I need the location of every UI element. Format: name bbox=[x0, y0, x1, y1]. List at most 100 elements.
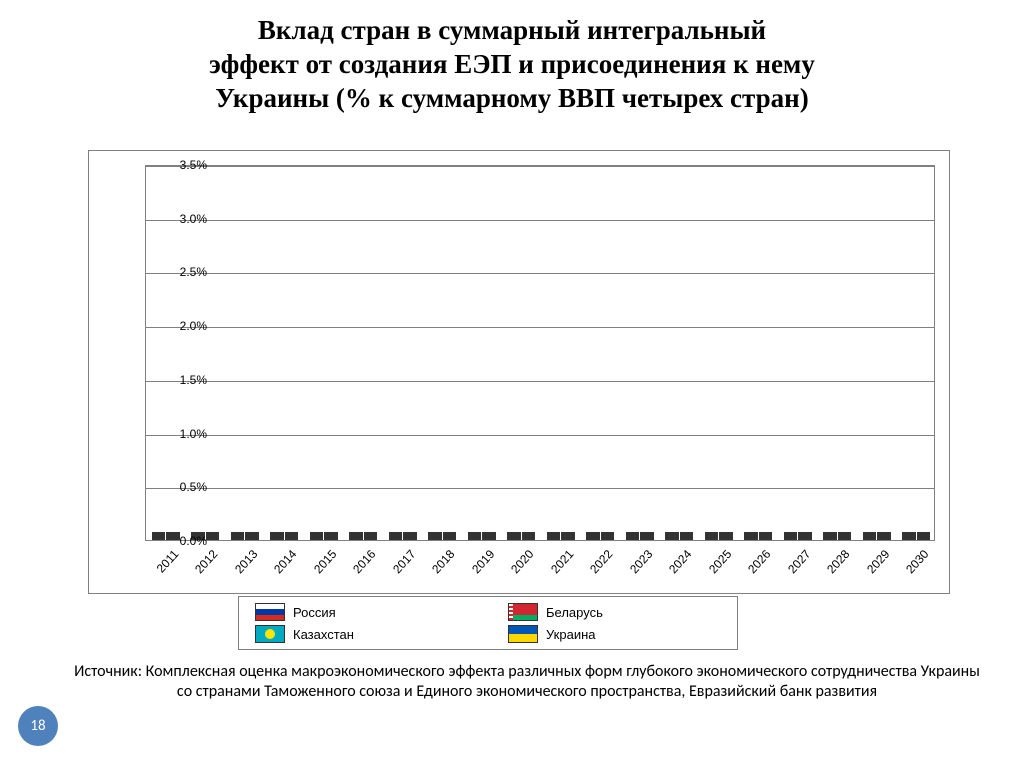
x-tick-label: 2026 bbox=[730, 547, 774, 594]
bar-left bbox=[389, 532, 403, 540]
title-line-1: Вклад стран в суммарный интегральный bbox=[40, 14, 984, 48]
bar-stack-russia bbox=[468, 538, 482, 540]
bar-left bbox=[547, 532, 561, 540]
bar-stack-russia bbox=[902, 538, 916, 540]
legend-label: Россия bbox=[293, 605, 336, 620]
bar-pair bbox=[389, 532, 417, 540]
bar-stack-russia bbox=[640, 538, 654, 540]
y-tick-label: 1.5% bbox=[159, 373, 207, 387]
bar-left bbox=[705, 532, 719, 540]
grid-line bbox=[146, 273, 934, 274]
bar-stack-russia bbox=[364, 538, 378, 540]
bar-left bbox=[784, 532, 798, 540]
slide-number-value: 18 bbox=[30, 717, 45, 735]
bar-pair bbox=[270, 532, 298, 540]
bar-stack-russia bbox=[443, 538, 457, 540]
bar-stack-russia bbox=[823, 538, 837, 540]
bar-left bbox=[270, 532, 284, 540]
bar-left bbox=[665, 532, 679, 540]
bar-pair bbox=[586, 532, 614, 540]
y-tick-label: 3.5% bbox=[159, 158, 207, 172]
bar-left bbox=[507, 532, 521, 540]
bar-stack-russia bbox=[798, 538, 812, 540]
bar-stack-russia bbox=[744, 538, 758, 540]
bar-stack-russia bbox=[719, 538, 733, 540]
bar-stack-russia bbox=[285, 538, 299, 540]
bar-stack-russia bbox=[680, 538, 694, 540]
bar-right bbox=[245, 532, 259, 540]
bar-left bbox=[231, 532, 245, 540]
bar-right bbox=[443, 532, 457, 540]
bar-stack-russia bbox=[759, 538, 773, 540]
x-tick-label: 2020 bbox=[493, 547, 537, 594]
legend-item-ukraine: Украина bbox=[508, 625, 721, 643]
x-tick-label: 2019 bbox=[453, 547, 497, 594]
legend-label: Беларусь bbox=[546, 605, 603, 620]
bar-right bbox=[759, 532, 773, 540]
bar-stack-russia bbox=[838, 538, 852, 540]
bar-pair bbox=[902, 532, 930, 540]
legend-label: Казахстан bbox=[293, 627, 354, 642]
bar-left bbox=[863, 532, 877, 540]
bar-right bbox=[403, 532, 417, 540]
x-tick-label: 2024 bbox=[651, 547, 695, 594]
bar-stack-russia bbox=[403, 538, 417, 540]
bar-right bbox=[561, 532, 575, 540]
x-tick-label: 2028 bbox=[809, 547, 853, 594]
grid-line bbox=[146, 166, 934, 167]
bar-pair bbox=[863, 532, 891, 540]
legend-item-russia: Россия bbox=[255, 603, 468, 621]
y-tick-label: 2.0% bbox=[159, 319, 207, 333]
bar-left bbox=[310, 532, 324, 540]
bar-stack-russia bbox=[863, 538, 877, 540]
y-tick-label: 0.0% bbox=[159, 534, 207, 548]
plot-area bbox=[145, 165, 935, 541]
bar-stack-russia bbox=[310, 538, 324, 540]
bar-pair bbox=[310, 532, 338, 540]
grid-line bbox=[146, 220, 934, 221]
bar-left bbox=[349, 532, 363, 540]
bar-stack-russia bbox=[324, 538, 338, 540]
bar-right bbox=[719, 532, 733, 540]
x-tick-label: 2021 bbox=[532, 547, 576, 594]
y-tick-label: 2.5% bbox=[159, 265, 207, 279]
bar-left bbox=[626, 532, 640, 540]
flag-icon-russia bbox=[255, 603, 285, 621]
bar-left bbox=[902, 532, 916, 540]
x-tick-label: 2030 bbox=[888, 547, 932, 594]
flag-icon-belarus bbox=[508, 603, 538, 621]
bar-left bbox=[586, 532, 600, 540]
legend-item-kazakhstan: Казахстан bbox=[255, 625, 468, 643]
bar-right bbox=[640, 532, 654, 540]
x-tick-label: 2017 bbox=[374, 547, 418, 594]
bar-stack-russia bbox=[270, 538, 284, 540]
bar-right bbox=[917, 532, 931, 540]
x-tick-label: 2015 bbox=[295, 547, 339, 594]
bar-right bbox=[206, 532, 220, 540]
flag-icon-kazakhstan bbox=[255, 625, 285, 643]
x-tick-label: 2011 bbox=[137, 547, 181, 594]
bar-right bbox=[285, 532, 299, 540]
x-tick-label: 2012 bbox=[177, 547, 221, 594]
bar-pair bbox=[784, 532, 812, 540]
legend-label: Украина bbox=[546, 627, 596, 642]
bar-stack-russia bbox=[349, 538, 363, 540]
bar-stack-russia bbox=[917, 538, 931, 540]
bar-stack-russia bbox=[507, 538, 521, 540]
bar-right bbox=[522, 532, 536, 540]
bar-pair bbox=[547, 532, 575, 540]
x-tick-label: 2018 bbox=[414, 547, 458, 594]
bar-right bbox=[324, 532, 338, 540]
bar-pair bbox=[744, 532, 772, 540]
x-tick-label: 2029 bbox=[848, 547, 892, 594]
x-tick-label: 2025 bbox=[690, 547, 734, 594]
bar-stack-russia bbox=[705, 538, 719, 540]
legend: Россия Беларусь Казахстан Украина bbox=[238, 596, 738, 650]
bar-stack-russia bbox=[561, 538, 575, 540]
bar-stack-russia bbox=[547, 538, 561, 540]
flag-icon-ukraine bbox=[508, 625, 538, 643]
bar-pair bbox=[665, 532, 693, 540]
title-line-3: Украины (% к суммарному ВВП четырех стра… bbox=[40, 82, 984, 116]
grid-line bbox=[146, 381, 934, 382]
slide-number-badge: 18 bbox=[18, 706, 58, 746]
